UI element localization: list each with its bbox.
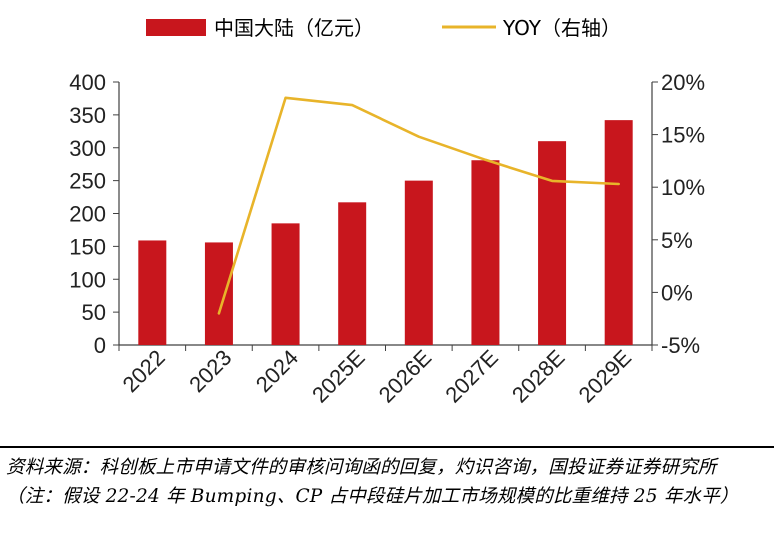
x-tick-label: 2027E: [440, 345, 503, 408]
left-tick-label: 200: [69, 202, 106, 227]
right-tick-label: 10%: [661, 175, 705, 200]
left-tick-label: 50: [82, 300, 106, 325]
x-tick-label: 2028E: [507, 345, 570, 408]
source-note: 资料来源：科创板上市申请文件的审核问询函的回复，灼识咨询，国投证券证券研究所（注…: [6, 457, 739, 507]
bar-2025E: [338, 202, 367, 345]
right-tick-label: 0%: [661, 280, 693, 305]
bar-2023: [204, 242, 233, 345]
right-tick-label: -5%: [661, 333, 700, 358]
legend-line-label: YOY（右轴）: [502, 16, 621, 40]
bar-2028E: [538, 141, 567, 345]
left-tick-label: 100: [69, 267, 106, 292]
legend-bar-swatch: [146, 19, 206, 36]
left-tick-label: 400: [69, 70, 106, 95]
plot-area: 0 50 100 150 200 250 300 350 400 -5% 0% 5% 10% 15% 20%…: [69, 70, 705, 408]
bar-2022: [138, 240, 167, 345]
bar-2026E: [404, 180, 433, 345]
x-tick-label: 2024: [251, 345, 303, 397]
left-tick-label: 350: [69, 103, 106, 128]
legend: 中国大陆（亿元） YOY（右轴）: [146, 16, 621, 40]
x-tick-label: 2025E: [307, 345, 370, 408]
right-tick-label: 5%: [661, 228, 693, 253]
x-tick-label: 2022: [118, 345, 170, 397]
x-tick-label: 2023: [184, 345, 236, 397]
chart: 中国大陆（亿元） YOY（右轴） 0 50 100 150 200 250 300 350 40…: [69, 16, 705, 408]
bar-2027E: [471, 160, 500, 345]
source-divider: [0, 446, 774, 448]
bar-2024: [271, 223, 300, 345]
x-tick-label: 2026E: [374, 345, 437, 408]
left-tick-label: 0: [94, 333, 106, 358]
x-tick-label: 2029E: [574, 345, 637, 408]
left-tick-label: 300: [69, 136, 106, 161]
bar-2029E: [604, 120, 633, 345]
left-tick-label: 150: [69, 234, 106, 259]
right-tick-label: 20%: [661, 70, 705, 95]
left-tick-label: 250: [69, 169, 106, 194]
right-tick-label: 15%: [661, 123, 705, 148]
yoy-line: [217, 96, 621, 315]
legend-bar-label: 中国大陆（亿元）: [214, 16, 374, 40]
